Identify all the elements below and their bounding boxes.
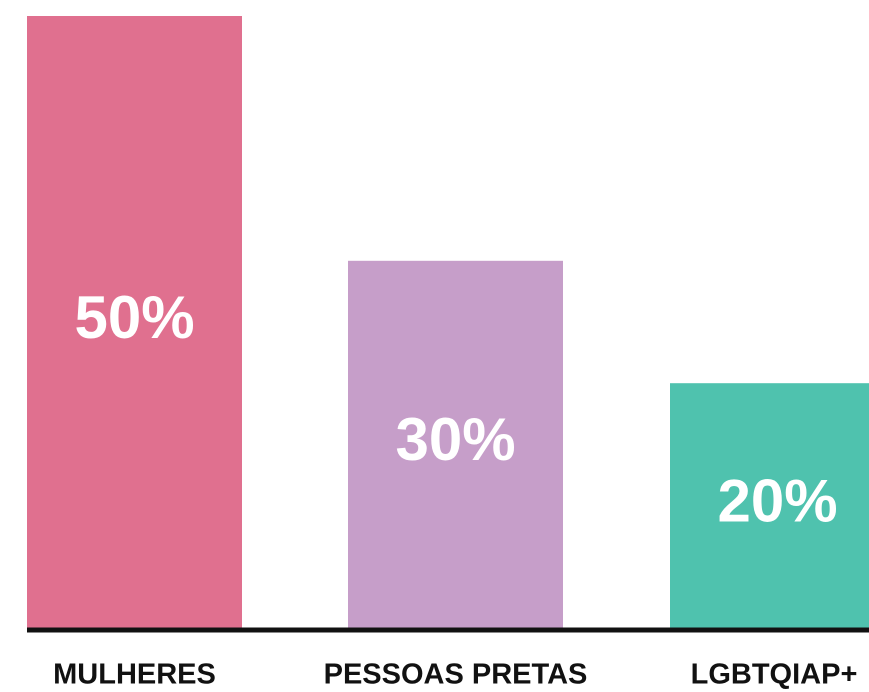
value-label: 30% [395, 406, 515, 473]
category-label: LGBTQIAP+ [691, 659, 858, 691]
category-label: MULHERES [53, 659, 216, 691]
bar [348, 260, 563, 628]
value-label: 20% [717, 467, 837, 534]
bar [670, 383, 869, 628]
value-label: 50% [74, 284, 194, 351]
bar [27, 16, 242, 628]
category-label: PESSOAS PRETAS [324, 659, 588, 691]
